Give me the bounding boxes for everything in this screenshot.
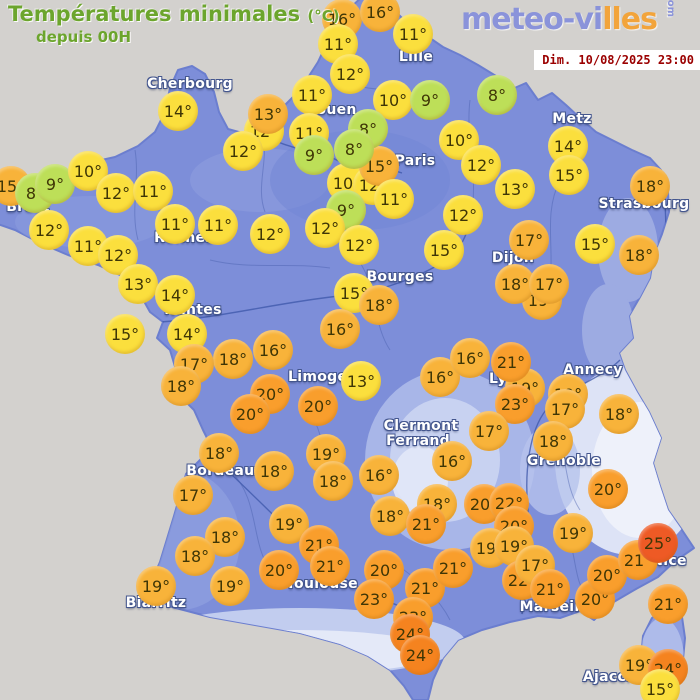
temperature-bubble: 18°	[619, 235, 659, 275]
temperature-bubble: 17°	[529, 264, 569, 304]
title-text: Températures minimales	[8, 2, 301, 26]
temperature-bubble: 18°	[533, 421, 573, 461]
temperature-bubble: 18°	[213, 339, 253, 379]
temperature-bubble: 21°	[530, 569, 570, 609]
temperature-bubble: 19°	[269, 504, 309, 544]
temperature-bubble: 13°	[248, 94, 288, 134]
temperature-bubble: 21°	[406, 504, 446, 544]
temperature-bubble: 16°	[359, 455, 399, 495]
temperature-bubble: 11°	[374, 179, 414, 219]
temperature-bubble: 18°	[199, 433, 239, 473]
city-label: Metz	[552, 111, 592, 127]
temperature-bubble: 18°	[630, 166, 670, 206]
city-label: Bourges	[366, 269, 434, 285]
logo-suffix: .com	[664, 0, 676, 18]
temperature-bubble: 11°	[155, 204, 195, 244]
temperature-bubble: 12°	[339, 225, 379, 265]
page-subtitle: depuis 00H	[36, 28, 132, 46]
temperature-bubble: 9°	[410, 80, 450, 120]
logo-part-blue: meteo-vi	[460, 2, 603, 37]
temperature-bubble: 11°	[133, 171, 173, 211]
city-label: Ferrand	[386, 433, 450, 449]
temperature-bubble: 15°	[640, 669, 680, 700]
temperature-bubble: 12°	[96, 173, 136, 213]
temperature-bubble: 8°	[477, 75, 517, 115]
temperature-bubble: 23°	[354, 579, 394, 619]
temperature-bubble: 18°	[254, 451, 294, 491]
temperature-bubble: 13°	[118, 264, 158, 304]
temperature-bubble: 12°	[305, 208, 345, 248]
temperature-bubble: 12°	[443, 195, 483, 235]
page-title: Températures minimales (°C)	[8, 2, 340, 26]
temperature-bubble: 12°	[223, 131, 263, 171]
temperature-bubble: 19°	[210, 566, 250, 606]
temperature-bubble: 24°	[400, 635, 440, 675]
temperature-bubble: 25°	[638, 523, 678, 563]
temperature-bubble: 19°	[136, 566, 176, 606]
temperature-bubble: 20°	[230, 394, 270, 434]
temperature-bubble: 12°	[461, 145, 501, 185]
temperature-bubble: 11°	[393, 14, 433, 54]
temperature-bubble: 15°	[105, 314, 145, 354]
temperature-bubble: 17°	[469, 411, 509, 451]
temperature-bubble: 20°	[588, 469, 628, 509]
temperature-bubble: 21°	[433, 548, 473, 588]
temperature-bubble: 18°	[161, 366, 201, 406]
city-label: Paris	[394, 153, 436, 169]
temperature-bubble: 21°	[491, 342, 531, 382]
temperature-bubble: 21°	[648, 584, 688, 624]
temperature-bubble: 17°	[509, 220, 549, 260]
temperature-bubble: 20°	[575, 579, 615, 619]
temperature-bubble: 9°	[294, 135, 334, 175]
temperature-bubble: 13°	[495, 169, 535, 209]
temperature-bubble: 18°	[370, 496, 410, 536]
temperature-bubble: 18°	[175, 536, 215, 576]
city-label: Cherbourg	[147, 76, 233, 92]
temperature-bubble: 15°	[424, 230, 464, 270]
temperature-bubble: 15°	[549, 155, 589, 195]
temperature-bubble: 12°	[330, 54, 370, 94]
city-label: Limoges	[288, 369, 356, 385]
city-label: Clermont	[383, 418, 459, 434]
temperature-bubble: 18°	[359, 285, 399, 325]
temperature-bubble: 13°	[341, 361, 381, 401]
datetime-badge: Dim. 10/08/2025 23:00	[534, 50, 700, 70]
temperature-bubble: 16°	[450, 338, 490, 378]
temperature-bubble: 18°	[599, 394, 639, 434]
temperature-bubble: 12°	[250, 214, 290, 254]
temperature-bubble: 16°	[253, 330, 293, 370]
temperature-bubble: 18°	[495, 264, 535, 304]
temperature-bubble: 14°	[155, 275, 195, 315]
title-unit: (°C)	[307, 7, 340, 25]
temperature-bubble: 16°	[320, 309, 360, 349]
temperature-bubble: 16°	[432, 441, 472, 481]
temperature-bubble: 20°	[298, 386, 338, 426]
temperature-bubble: 17°	[173, 475, 213, 515]
temperature-bubble: 18°	[313, 461, 353, 501]
meteo-villes-logo[interactable]: meteo-villes .com	[460, 0, 684, 37]
temperature-bubble: 15°	[575, 224, 615, 264]
temperature-bubble: 11°	[198, 205, 238, 245]
temperature-bubble: 19°	[553, 513, 593, 553]
temperature-bubble: 21°	[310, 546, 350, 586]
logo-part-orange: lles	[602, 2, 658, 37]
temperature-bubble: 12°	[29, 210, 69, 250]
temperature-bubble: 8°	[334, 129, 374, 169]
temperature-bubble: 14°	[158, 91, 198, 131]
temperature-bubble: 20°	[259, 550, 299, 590]
temperature-bubble: 11°	[292, 75, 332, 115]
city-label: Annecy	[563, 362, 623, 378]
temperature-bubble: 16°	[420, 357, 460, 397]
